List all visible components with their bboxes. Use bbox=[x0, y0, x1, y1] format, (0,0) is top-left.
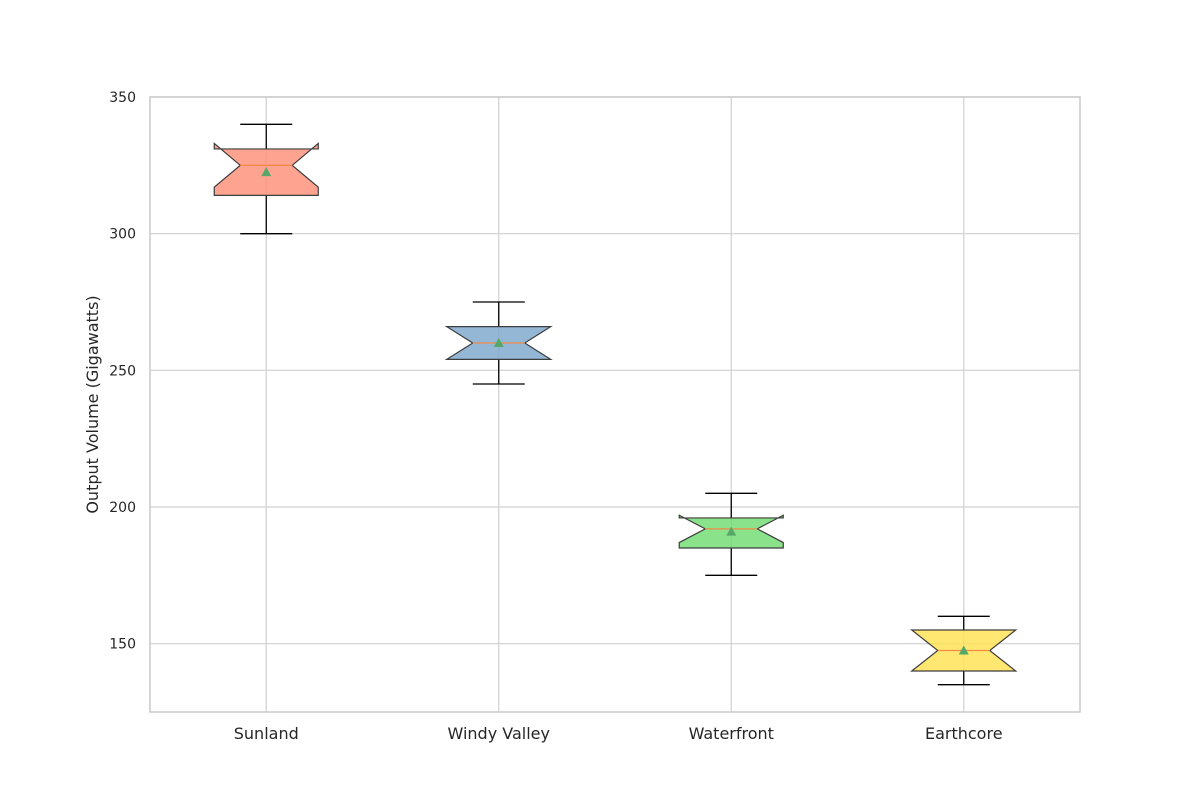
box-windy-valley bbox=[444, 301, 553, 385]
mean-marker bbox=[958, 645, 969, 655]
x-tick-label: Sunland bbox=[234, 724, 299, 743]
y-tick-label: 150 bbox=[109, 637, 136, 653]
x-tick-labels: Sunland Windy Valley Waterfront Earthcore bbox=[234, 724, 1003, 743]
x-gridlines bbox=[265, 97, 965, 712]
plot-area bbox=[150, 97, 1080, 712]
box-earthcore bbox=[910, 615, 1018, 686]
y-tick-label: 300 bbox=[109, 227, 136, 243]
y-tick-label: 250 bbox=[109, 363, 136, 379]
y-tick-labels: 150 200 250 300 350 bbox=[109, 90, 136, 653]
box-waterfront bbox=[678, 492, 784, 576]
mean-marker bbox=[261, 167, 272, 177]
boxes bbox=[213, 123, 1018, 686]
x-tick-label: Windy Valley bbox=[448, 724, 550, 743]
y-axis-title: Output Volume (Gigawatts) bbox=[83, 295, 102, 513]
x-tick-label: Earthcore bbox=[925, 724, 1003, 743]
mean-marker bbox=[726, 526, 737, 536]
plot-frame bbox=[149, 96, 1081, 713]
y-tick-label: 200 bbox=[109, 500, 136, 516]
mean-marker bbox=[493, 338, 504, 347]
y-tick-label: 350 bbox=[109, 90, 136, 106]
x-tick-label: Waterfront bbox=[689, 724, 774, 743]
y-gridlines bbox=[150, 96, 1080, 645]
box-sunland bbox=[213, 123, 319, 235]
